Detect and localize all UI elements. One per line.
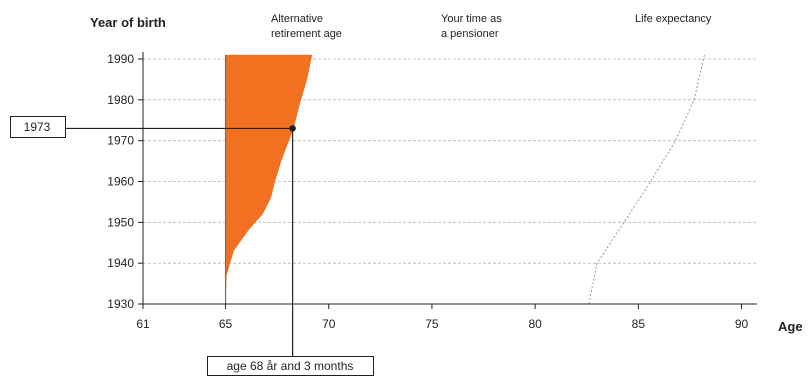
tick-labels: 1930 1940 1950 1960 1970 1980 1990 61 65 70 75 80 85… (107, 52, 748, 331)
y-tick-label: 1950 (107, 215, 134, 229)
life-expectancy-line (588, 54, 705, 305)
column-header: Alternative (271, 13, 323, 25)
column-header: Life expectancy (635, 13, 712, 25)
age-callout-box (207, 356, 374, 376)
column-header: Your time as (441, 13, 502, 25)
y-tick-label: 1980 (107, 93, 134, 107)
column-header: retirement age (271, 28, 342, 40)
x-tick-label: 85 (632, 317, 646, 331)
y-tick-label: 1930 (107, 297, 134, 311)
year-callout-box (10, 116, 66, 138)
series-layer (224, 54, 705, 305)
axes (138, 52, 757, 309)
x-tick-label: 70 (322, 317, 336, 331)
column-header: a pensioner (441, 28, 499, 40)
x-tick-label: 80 (528, 317, 542, 331)
highlight-layer: 1973 age 68 år and 3 months (10, 116, 374, 376)
age-callout-label: age 68 år and 3 months (227, 359, 354, 373)
y-tick-label: 1940 (107, 256, 134, 270)
x-tick-label: 61 (136, 317, 150, 331)
retirement-age-area (225, 54, 313, 305)
highlight-point (289, 125, 296, 132)
y-tick-label: 1970 (107, 134, 134, 148)
x-tick-label: 90 (735, 317, 749, 331)
y-axis-title: Year of birth (90, 15, 166, 30)
y-tick-label: 1990 (107, 52, 134, 66)
x-tick-label: 65 (219, 317, 233, 331)
x-axis-title: Age (778, 319, 803, 334)
x-tick-label: 75 (425, 317, 439, 331)
y-tick-label: 1960 (107, 175, 134, 189)
year-callout-label: 1973 (24, 120, 51, 134)
chart-titles: Year of birth Age Alternative retirement ag… (90, 13, 803, 334)
